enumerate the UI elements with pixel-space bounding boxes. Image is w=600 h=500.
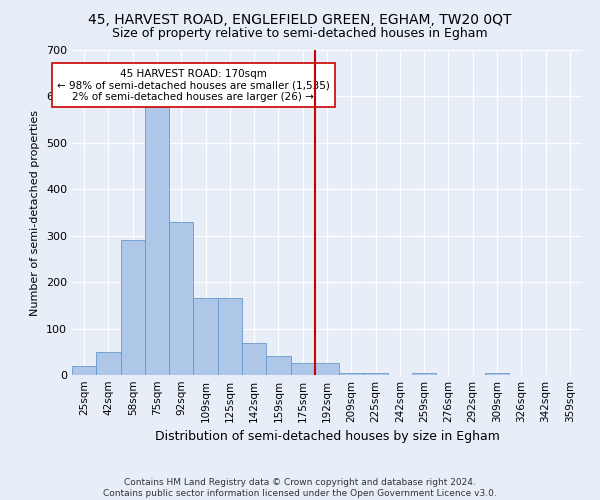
Bar xyxy=(218,298,242,375)
Bar xyxy=(121,240,145,375)
Bar xyxy=(290,364,315,375)
Bar xyxy=(242,342,266,375)
Bar xyxy=(364,372,388,375)
Y-axis label: Number of semi-detached properties: Number of semi-detached properties xyxy=(31,110,40,316)
Bar xyxy=(412,372,436,375)
Bar xyxy=(72,366,96,375)
Bar xyxy=(193,298,218,375)
Bar xyxy=(315,364,339,375)
Bar xyxy=(485,372,509,375)
Bar xyxy=(169,222,193,375)
Text: Size of property relative to semi-detached houses in Egham: Size of property relative to semi-detach… xyxy=(112,28,488,40)
Text: 45 HARVEST ROAD: 170sqm
← 98% of semi-detached houses are smaller (1,535)
2% of : 45 HARVEST ROAD: 170sqm ← 98% of semi-de… xyxy=(57,68,330,102)
Text: 45, HARVEST ROAD, ENGLEFIELD GREEN, EGHAM, TW20 0QT: 45, HARVEST ROAD, ENGLEFIELD GREEN, EGHA… xyxy=(88,12,512,26)
Bar xyxy=(266,356,290,375)
Text: Contains HM Land Registry data © Crown copyright and database right 2024.
Contai: Contains HM Land Registry data © Crown c… xyxy=(103,478,497,498)
X-axis label: Distribution of semi-detached houses by size in Egham: Distribution of semi-detached houses by … xyxy=(155,430,499,444)
Bar xyxy=(96,352,121,375)
Bar xyxy=(339,372,364,375)
Bar xyxy=(145,106,169,375)
